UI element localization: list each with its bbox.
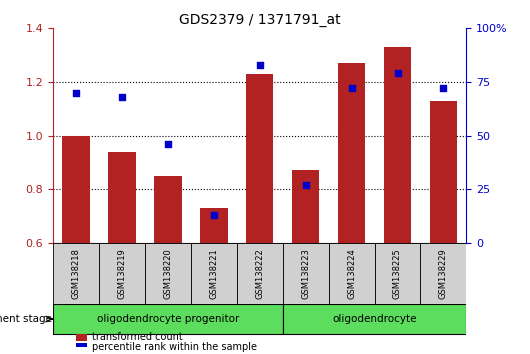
- Text: GSM138220: GSM138220: [163, 248, 172, 299]
- Bar: [53, 304, 282, 334]
- Text: percentile rank within the sample: percentile rank within the sample: [92, 342, 257, 352]
- Bar: [154, 176, 182, 243]
- Point: [209, 212, 218, 218]
- Bar: [292, 170, 320, 243]
- Bar: [282, 304, 466, 334]
- Bar: [338, 63, 365, 243]
- Text: GSM138229: GSM138229: [439, 248, 448, 299]
- Text: GSM138223: GSM138223: [301, 248, 310, 299]
- Bar: [145, 243, 191, 304]
- Point: [72, 90, 80, 96]
- Text: GSM138222: GSM138222: [255, 248, 264, 299]
- Bar: [200, 208, 227, 243]
- Point: [164, 141, 172, 147]
- Point: [347, 86, 356, 91]
- Text: oligodendrocyte: oligodendrocyte: [332, 314, 417, 324]
- Point: [118, 94, 126, 100]
- Bar: [237, 243, 282, 304]
- Bar: [384, 47, 411, 243]
- Text: GSM138224: GSM138224: [347, 248, 356, 299]
- Text: GSM138225: GSM138225: [393, 248, 402, 299]
- Point: [439, 86, 448, 91]
- Text: GSM138221: GSM138221: [209, 248, 218, 299]
- Bar: [53, 243, 99, 304]
- Text: GSM138219: GSM138219: [118, 248, 126, 299]
- Bar: [375, 243, 420, 304]
- Text: GSM138218: GSM138218: [72, 248, 81, 299]
- Bar: [329, 243, 375, 304]
- Bar: [246, 74, 273, 243]
- Point: [255, 62, 264, 68]
- Bar: [76, 343, 87, 350]
- Point: [393, 70, 402, 76]
- Bar: [282, 243, 329, 304]
- Text: oligodendrocyte progenitor: oligodendrocyte progenitor: [96, 314, 239, 324]
- Text: development stage: development stage: [0, 314, 52, 324]
- Bar: [430, 101, 457, 243]
- Bar: [99, 243, 145, 304]
- Bar: [76, 334, 87, 341]
- Bar: [191, 243, 237, 304]
- Title: GDS2379 / 1371791_at: GDS2379 / 1371791_at: [179, 13, 340, 27]
- Point: [302, 182, 310, 188]
- Bar: [108, 152, 136, 243]
- Text: transformed count: transformed count: [92, 332, 183, 342]
- Bar: [62, 136, 90, 243]
- Bar: [420, 243, 466, 304]
